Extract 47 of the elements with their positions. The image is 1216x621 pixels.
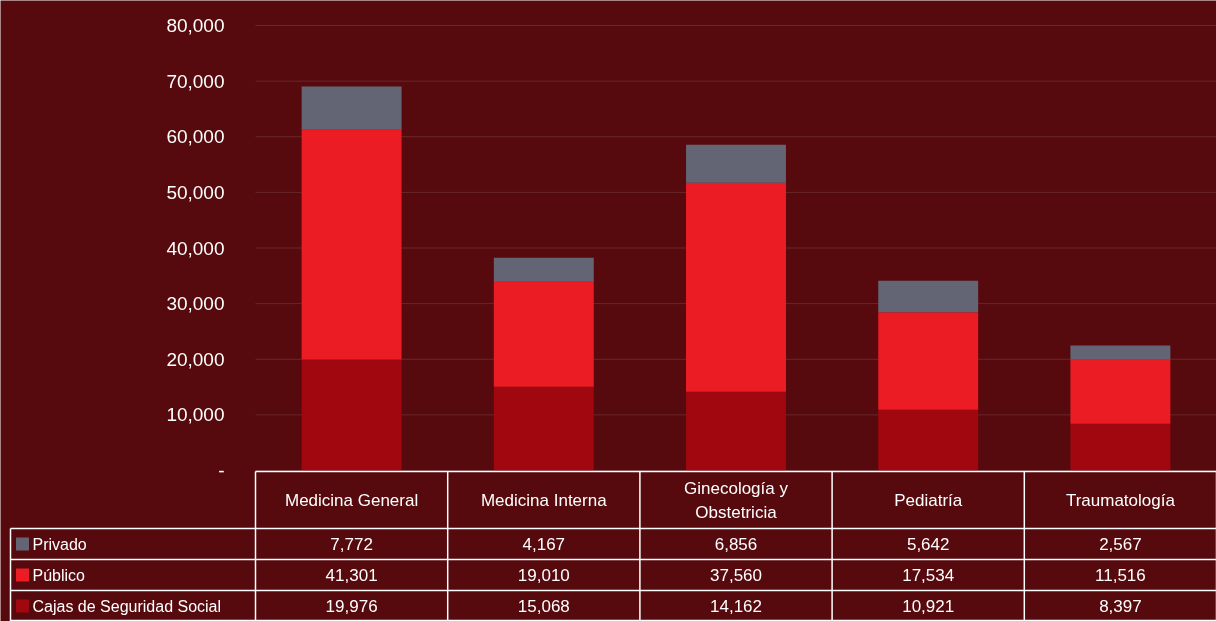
data-label: 14,162 [710, 597, 762, 616]
x-tick-label: Traumatología [1065, 491, 1176, 510]
data-label: 8,397 [1099, 597, 1142, 616]
bar [1070, 345, 1171, 360]
y-tick-label: 40,000 [166, 237, 225, 259]
y-tick-label: 10,000 [166, 404, 225, 426]
bar [301, 86, 402, 130]
y-tick-label: 50,000 [166, 181, 225, 203]
y-tick-label: 20,000 [166, 348, 225, 370]
x-tick-label: Medicina General [284, 491, 419, 510]
bar [686, 144, 786, 183]
data-label: 15,068 [517, 597, 570, 616]
bar [301, 359, 402, 471]
data-label: 7,772 [330, 535, 373, 554]
bar [493, 280, 594, 387]
data-label: 4,167 [522, 535, 566, 554]
bar [301, 129, 402, 360]
data-label: 19,010 [517, 566, 570, 585]
data-label: 19,976 [325, 597, 378, 616]
y-tick-label: 30,000 [166, 293, 225, 315]
data-label: 5,642 [906, 535, 950, 554]
bar [1070, 423, 1171, 471]
data-label: 11,516 [1095, 566, 1146, 585]
x-tick-label: Pediatría [894, 491, 963, 510]
bar [878, 409, 979, 471]
bar [878, 280, 979, 313]
x-tick-label: Ginecología y Obstetricia [684, 478, 789, 523]
data-label: 17,534 [902, 566, 955, 585]
bar [878, 312, 979, 410]
y-tick-label: - [218, 460, 225, 481]
legend-label: Público [32, 566, 86, 584]
data-label: 41,301 [325, 566, 378, 585]
data-label: 6,856 [714, 535, 758, 554]
bar [686, 182, 786, 392]
legend-label: Cajas de Seguridad Social [32, 597, 222, 615]
bar [1070, 359, 1171, 424]
bar [493, 257, 594, 281]
bar [686, 391, 786, 471]
y-tick-label: 60,000 [166, 126, 225, 148]
legend-label: Privado [32, 535, 87, 553]
bar [493, 386, 594, 471]
y-tick-label: 70,000 [166, 70, 225, 92]
data-label: 10,921 [902, 597, 955, 616]
y-tick-label: 80,000 [166, 15, 225, 36]
data-label: 37,560 [710, 566, 762, 585]
data-label: 2,567 [1099, 535, 1142, 554]
x-tick-label: Medicina Interna [480, 491, 608, 510]
